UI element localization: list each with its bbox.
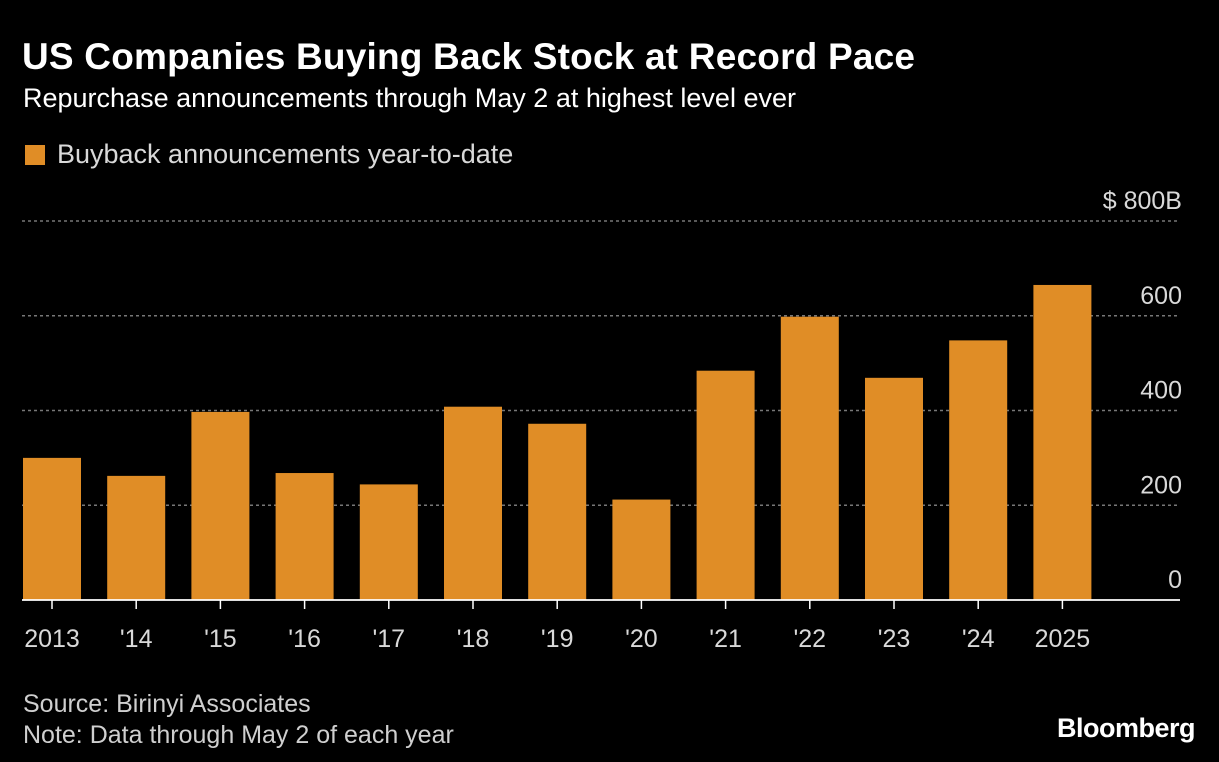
bar-14 [107,475,166,600]
chart-title: US Companies Buying Back Stock at Record… [22,36,916,77]
x-tick-label: '16 [288,625,321,653]
x-tick-label: '24 [962,625,995,653]
x-tick-label: 2025 [1035,625,1091,653]
legend: Buyback announcements year-to-date [25,139,513,170]
x-tick-label: '18 [457,625,490,653]
bars [23,284,1092,600]
x-tick-labels: 2013 '14 '15 '16 '17 '18 '19 '20 '21 '22 '23 '24 202… [24,625,1090,653]
y-tick-label: 0 [1168,566,1182,594]
x-tick-label: '17 [373,625,406,653]
y-tick-label: 400 [1140,377,1182,405]
legend-swatch [25,144,45,165]
bar-16 [275,473,334,600]
bar-21 [696,370,755,600]
bar-22 [780,316,839,600]
source-note: Source: Birinyi Associates [23,690,311,718]
y-tick-label: 600 [1140,282,1182,310]
bar-18 [444,406,502,600]
bar-2013 [23,457,81,600]
bar-2025 [1033,284,1092,600]
x-tick-label: '23 [878,625,911,653]
bar-20 [612,499,671,600]
x-tick-label: '14 [120,625,153,653]
bar-23 [865,377,923,600]
legend-label: Buyback announcements year-to-date [57,139,514,169]
bar-24 [949,340,1008,600]
axes [22,599,1180,609]
x-tick-label: '22 [794,625,827,653]
bar-19 [528,423,587,600]
x-tick-label: '19 [541,625,574,653]
data-note: Note: Data through May 2 of each year [23,721,454,749]
bar-17 [359,484,418,600]
bloomberg-logo: Bloomberg [1056,713,1196,743]
x-tick-label: '15 [204,625,237,653]
bar-15 [191,411,250,600]
chart-subtitle: Repurchase announcements through May 2 a… [23,83,796,113]
x-tick-label: 2013 [24,625,80,653]
y-tick-labels: 0 200 400 600 $ 800B [1103,187,1182,594]
x-tick-label: '21 [709,625,742,653]
y-tick-label: $ 800B [1103,187,1182,215]
x-tick-label: '20 [625,625,658,653]
y-tick-label: 200 [1140,471,1182,499]
